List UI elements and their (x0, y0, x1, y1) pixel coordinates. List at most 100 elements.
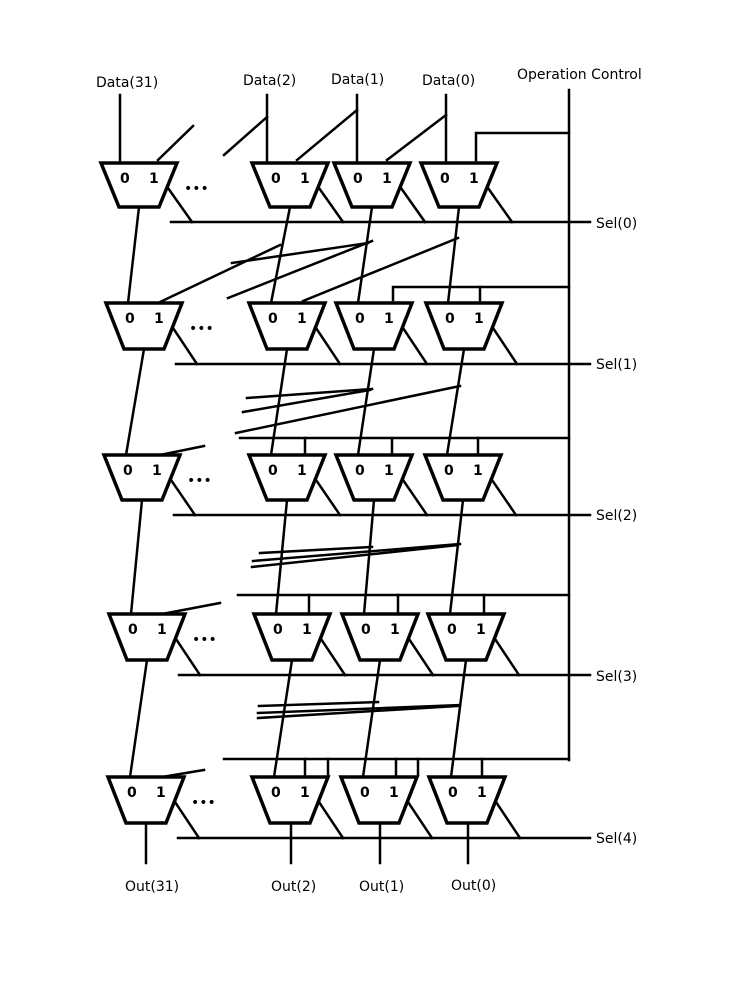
mux-input-1-label: 1 (297, 311, 307, 327)
shift-wire (250, 543, 460, 569)
mux-input-0-label: 0 (360, 785, 370, 801)
mux-input-0-label: 0 (361, 622, 371, 638)
mux-body (249, 161, 331, 209)
data-shift-wire (156, 124, 195, 162)
select-tap (317, 800, 345, 840)
mux-input-1-label: 1 (477, 785, 487, 801)
sel4-label: Sel(4) (596, 831, 637, 847)
shift-wire (226, 239, 374, 300)
mux-input-0-label: 0 (128, 622, 138, 638)
ellipsis-dots: ••• (187, 473, 212, 489)
mux-input-1-label: 1 (152, 463, 162, 479)
stage-wire (362, 498, 376, 616)
mux-input-1-label: 1 (473, 463, 483, 479)
mux-body (246, 301, 328, 351)
mux-body (422, 453, 504, 502)
select-tap (317, 186, 345, 224)
mux-body (418, 161, 500, 209)
mux-input-0-label: 0 (448, 785, 458, 801)
stage-wire (361, 658, 382, 779)
output-label-out2: Out(2) (271, 879, 316, 895)
mux-body (333, 453, 415, 502)
data-shift-wire (295, 108, 359, 162)
sel0-label: Sel(0) (596, 216, 637, 232)
mux-input-1-label: 1 (300, 785, 310, 801)
sel3-label: Sel(3) (596, 669, 637, 685)
mux-input-1-label: 1 (300, 171, 310, 187)
select-tap (493, 637, 521, 677)
mux-body (101, 453, 183, 502)
mux-input-1-label: 1 (469, 171, 479, 187)
shift-wire (234, 384, 462, 435)
ellipsis-dots: ••• (191, 795, 216, 811)
mux-input-0-label: 0 (125, 311, 135, 327)
mux-input-0-label: 0 (445, 311, 455, 327)
mux-input-0-label: 0 (271, 171, 281, 187)
sel2-label: Sel(2) (596, 508, 637, 524)
select-tap (174, 637, 202, 677)
sel1-label: Sel(1) (596, 357, 637, 373)
mux-body (333, 301, 415, 351)
stage-wire (272, 658, 294, 779)
select-tap (171, 326, 199, 366)
mux-body (246, 453, 328, 502)
mux-input-1-label: 1 (156, 785, 166, 801)
stage-wire (356, 205, 374, 305)
select-tap (401, 326, 429, 366)
select-tap (486, 186, 514, 224)
mux-input-0-label: 0 (355, 311, 365, 327)
select-tap (491, 326, 519, 366)
ellipsis-dots: ••• (184, 181, 209, 197)
mux-input-1-label: 1 (384, 463, 394, 479)
select-tap (399, 186, 427, 224)
mux-input-0-label: 0 (268, 463, 278, 479)
mux-body (103, 301, 185, 351)
select-tap (406, 800, 434, 840)
stage-wire (448, 498, 465, 616)
mux-input-1-label: 1 (390, 622, 400, 638)
shift-wire (251, 542, 462, 563)
mux-input-0-label: 0 (127, 785, 137, 801)
mux-input-0-label: 0 (271, 785, 281, 801)
mux-grid: 0 1 0 1 0 1 0 1•••0 1 0 1 0 1 0 1•••0 1 0 1 0 1 0 1•••0 1 0 1 0 1 0… (98, 161, 508, 825)
select-tap (401, 478, 429, 517)
shift-wire (256, 704, 460, 720)
select-tap (169, 478, 197, 517)
input-label-data31: Data(31) (96, 75, 158, 91)
stage-wire (274, 498, 289, 616)
select-tap (314, 326, 342, 366)
mux-input-0-label: 0 (123, 463, 133, 479)
mux-body (251, 612, 333, 662)
mux-body (98, 161, 180, 209)
mux-input-0-label: 0 (447, 622, 457, 638)
mux-body (249, 775, 331, 825)
data-shift-wire (222, 115, 269, 157)
mux-input-0-label: 0 (120, 171, 130, 187)
input-label-data0: Data(0) (422, 73, 475, 89)
shift-wire (241, 388, 372, 414)
control-tap (391, 285, 571, 302)
select-tap (319, 637, 347, 677)
stage-wire (128, 658, 149, 779)
stage-wire (449, 658, 468, 779)
output-label-out31: Out(31) (125, 879, 179, 895)
stage-wire (129, 498, 144, 616)
mux-input-0-label: 0 (444, 463, 454, 479)
mux-input-1-label: 1 (154, 311, 164, 327)
mux-input-0-label: 0 (268, 311, 278, 327)
